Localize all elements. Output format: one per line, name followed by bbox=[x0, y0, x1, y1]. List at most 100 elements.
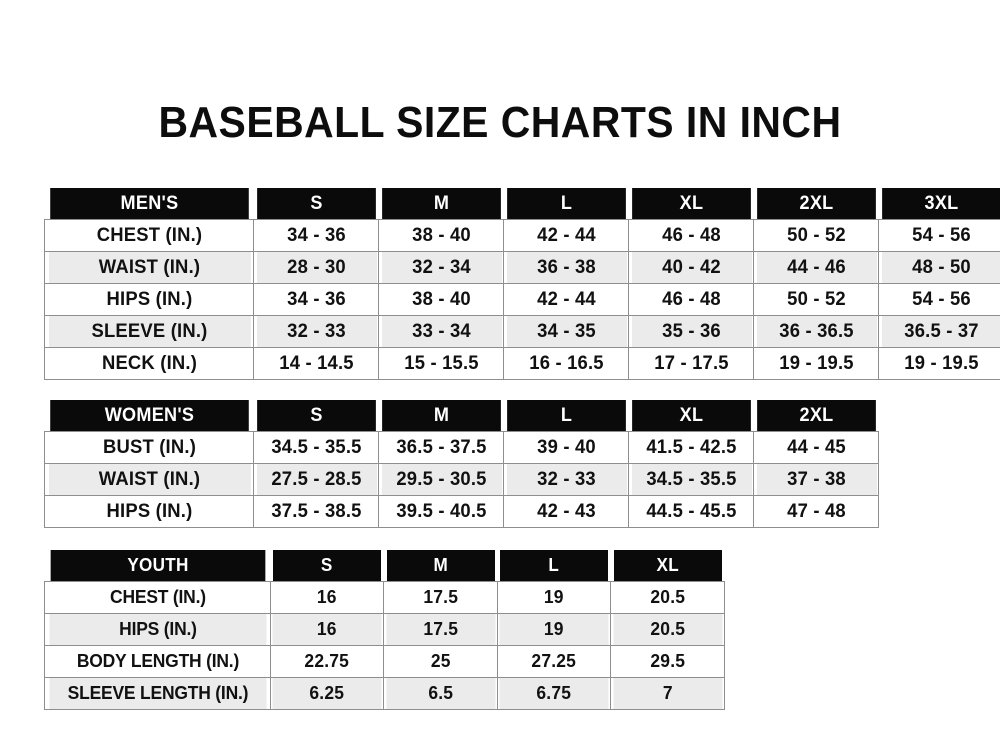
measurement-cell: 32 - 34 bbox=[379, 251, 503, 284]
table-row: BUST (IN.) 34.5 - 35.5 36.5 - 37.5 39 - 40 4… bbox=[45, 431, 879, 464]
measurement-cell: 36 - 38 bbox=[504, 251, 628, 284]
measurement-cell: 36.5 - 37.5 bbox=[379, 431, 503, 464]
measurement-cell: 38 - 40 bbox=[379, 283, 503, 316]
measurement-cell: 15 - 15.5 bbox=[379, 347, 503, 380]
measurement-cell: 34 - 36 bbox=[254, 283, 378, 316]
measurement-cell: 44 - 45 bbox=[754, 431, 878, 464]
measurement-cell: 20.5 bbox=[612, 613, 724, 646]
measurement-cell: 27.5 - 28.5 bbox=[254, 463, 378, 496]
measurement-cell: 41.5 - 42.5 bbox=[629, 431, 753, 464]
row-label: HIPS (IN.) bbox=[47, 613, 268, 646]
mens-corner-label: MEN'S bbox=[49, 188, 249, 220]
measurement-cell: 28 - 30 bbox=[254, 251, 378, 284]
row-label: WAIST (IN.) bbox=[47, 251, 251, 284]
measurement-cell: 54 - 56 bbox=[879, 283, 1000, 316]
table-row: NECK (IN.) 14 - 14.5 15 - 15.5 16 - 16.5 17 … bbox=[45, 347, 1000, 380]
column-header-l: L bbox=[506, 188, 626, 220]
measurement-cell: 19 - 19.5 bbox=[879, 347, 1000, 380]
table-row: WAIST (IN.) 27.5 - 28.5 29.5 - 30.5 32 - 33… bbox=[45, 463, 879, 496]
row-label: SLEEVE LENGTH (IN.) bbox=[47, 677, 268, 710]
youth-size-table: YOUTH S M L XL CHEST (IN.) 16 17.5 19 20.5 HIPS (I… bbox=[44, 550, 725, 710]
page-title: BASEBALL SIZE CHARTS IN INCH bbox=[158, 98, 842, 148]
row-label: HIPS (IN.) bbox=[47, 283, 251, 316]
measurement-cell: 20.5 bbox=[612, 581, 724, 614]
measurement-cell: 17.5 bbox=[385, 581, 497, 614]
table-row: WAIST (IN.) 28 - 30 32 - 34 36 - 38 40 - 42 4… bbox=[45, 251, 1000, 284]
measurement-cell: 29.5 bbox=[612, 645, 724, 678]
measurement-cell: 17.5 bbox=[385, 613, 497, 646]
measurement-cell: 14 - 14.5 bbox=[254, 347, 378, 380]
womens-corner-label: WOMEN'S bbox=[49, 400, 249, 432]
measurement-cell: 37.5 - 38.5 bbox=[254, 495, 378, 528]
table-header-row: WOMEN'S S M L XL 2XL bbox=[45, 400, 879, 432]
womens-size-table: WOMEN'S S M L XL 2XL BUST (IN.) 34.5 - 35.5 36.5… bbox=[44, 400, 879, 528]
row-label: BUST (IN.) bbox=[47, 431, 251, 464]
youth-corner-label: YOUTH bbox=[50, 550, 265, 582]
table-row: HIPS (IN.) 16 17.5 19 20.5 bbox=[45, 613, 725, 646]
measurement-cell: 33 - 34 bbox=[379, 315, 503, 348]
column-header-3xl: 3XL bbox=[881, 188, 1000, 220]
measurement-cell: 39.5 - 40.5 bbox=[379, 495, 503, 528]
measurement-cell: 48 - 50 bbox=[879, 251, 1000, 284]
row-label: HIPS (IN.) bbox=[47, 495, 251, 528]
measurement-cell: 16 - 16.5 bbox=[504, 347, 628, 380]
measurement-cell: 6.75 bbox=[498, 677, 610, 710]
measurement-cell: 44.5 - 45.5 bbox=[629, 495, 753, 528]
measurement-cell: 19 bbox=[498, 613, 610, 646]
table-row: SLEEVE (IN.) 32 - 33 33 - 34 34 - 35 35 - 36… bbox=[45, 315, 1000, 348]
table-row: SLEEVE LENGTH (IN.) 6.25 6.5 6.75 7 bbox=[45, 677, 725, 710]
measurement-cell: 54 - 56 bbox=[879, 219, 1000, 252]
measurement-cell: 7 bbox=[612, 677, 724, 710]
measurement-cell: 6.25 bbox=[271, 677, 383, 710]
table-header-row: MEN'S S M L XL 2XL 3XL bbox=[45, 188, 1000, 220]
measurement-cell: 17 - 17.5 bbox=[629, 347, 753, 380]
row-label: CHEST (IN.) bbox=[47, 581, 268, 614]
measurement-cell: 36 - 36.5 bbox=[754, 315, 878, 348]
column-header-s: S bbox=[256, 400, 376, 432]
measurement-cell: 19 - 19.5 bbox=[754, 347, 878, 380]
row-label: CHEST (IN.) bbox=[47, 219, 251, 252]
measurement-cell: 25 bbox=[385, 645, 497, 678]
measurement-cell: 38 - 40 bbox=[379, 219, 503, 252]
measurement-cell: 19 bbox=[498, 581, 610, 614]
table-row: HIPS (IN.) 37.5 - 38.5 39.5 - 40.5 42 - 43 4… bbox=[45, 495, 879, 528]
measurement-cell: 27.25 bbox=[498, 645, 610, 678]
row-label: WAIST (IN.) bbox=[47, 463, 251, 496]
table-row: HIPS (IN.) 34 - 36 38 - 40 42 - 44 46 - 48 50… bbox=[45, 283, 1000, 316]
measurement-cell: 40 - 42 bbox=[629, 251, 753, 284]
measurement-cell: 44 - 46 bbox=[754, 251, 878, 284]
column-header-xl: XL bbox=[613, 550, 722, 582]
table-header-row: YOUTH S M L XL bbox=[45, 550, 725, 582]
measurement-cell: 50 - 52 bbox=[754, 219, 878, 252]
table-row: BODY LENGTH (IN.) 22.75 25 27.25 29.5 bbox=[45, 645, 725, 678]
column-header-xl: XL bbox=[631, 400, 751, 432]
column-header-s: S bbox=[256, 188, 376, 220]
column-header-l: L bbox=[500, 550, 609, 582]
row-label: NECK (IN.) bbox=[47, 347, 251, 380]
row-label: SLEEVE (IN.) bbox=[47, 315, 251, 348]
column-header-xl: XL bbox=[631, 188, 751, 220]
measurement-cell: 42 - 43 bbox=[504, 495, 628, 528]
measurement-cell: 34.5 - 35.5 bbox=[254, 431, 378, 464]
measurement-cell: 39 - 40 bbox=[504, 431, 628, 464]
measurement-cell: 32 - 33 bbox=[504, 463, 628, 496]
column-header-m: M bbox=[381, 188, 501, 220]
table-row: CHEST (IN.) 34 - 36 38 - 40 42 - 44 46 - 48 5… bbox=[45, 219, 1000, 252]
table-row: CHEST (IN.) 16 17.5 19 20.5 bbox=[45, 581, 725, 614]
measurement-cell: 35 - 36 bbox=[629, 315, 753, 348]
measurement-cell: 37 - 38 bbox=[754, 463, 878, 496]
measurement-cell: 47 - 48 bbox=[754, 495, 878, 528]
column-header-m: M bbox=[381, 400, 501, 432]
column-header-s: S bbox=[273, 550, 382, 582]
column-header-2xl: 2XL bbox=[756, 400, 876, 432]
measurement-cell: 16 bbox=[271, 613, 383, 646]
measurement-cell: 42 - 44 bbox=[504, 219, 628, 252]
measurement-cell: 42 - 44 bbox=[504, 283, 628, 316]
measurement-cell: 46 - 48 bbox=[629, 283, 753, 316]
column-header-m: M bbox=[386, 550, 495, 582]
row-label: BODY LENGTH (IN.) bbox=[47, 645, 268, 678]
measurement-cell: 34.5 - 35.5 bbox=[629, 463, 753, 496]
measurement-cell: 16 bbox=[271, 581, 383, 614]
column-header-2xl: 2XL bbox=[756, 188, 876, 220]
